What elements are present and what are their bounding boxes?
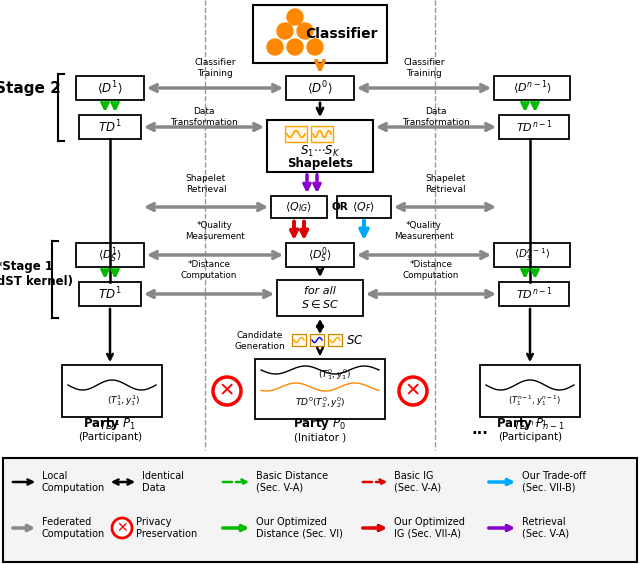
Bar	[494, 243, 570, 267]
Text: ✕: ✕	[405, 381, 421, 401]
Text: $\langle Q_{IG}\rangle$: $\langle Q_{IG}\rangle$	[285, 200, 312, 214]
Bar	[253, 5, 387, 63]
Text: *Distance
Computation: *Distance Computation	[181, 260, 237, 280]
Text: for all
$S\in SC$: for all $S\in SC$	[301, 286, 339, 310]
Text: Party $P_{n-1}$: Party $P_{n-1}$	[496, 416, 564, 432]
Bar	[310, 334, 324, 346]
Text: Our Optimized
Distance (Sec. VI): Our Optimized Distance (Sec. VI)	[256, 517, 343, 539]
Circle shape	[287, 9, 303, 25]
Bar	[76, 76, 144, 100]
Circle shape	[277, 23, 293, 39]
Text: $TD^1$: $TD^1$	[99, 418, 120, 432]
Text: Classifier: Classifier	[305, 27, 377, 41]
Text: $S_1{\cdots}S_K$: $S_1{\cdots}S_K$	[300, 144, 340, 159]
Text: (Participant): (Participant)	[498, 432, 562, 442]
Bar	[494, 76, 570, 100]
Text: Classifier
Training: Classifier Training	[195, 58, 236, 78]
Bar	[277, 280, 363, 316]
Bar	[286, 76, 354, 100]
Bar	[79, 115, 141, 139]
Text: $\langle D^0\rangle$: $\langle D^0\rangle$	[307, 79, 333, 97]
Text: $TD^{n-1}$: $TD^{n-1}$	[516, 119, 552, 135]
Bar	[337, 196, 391, 218]
Text: Basic Distance
(Sec. V-A): Basic Distance (Sec. V-A)	[256, 471, 328, 493]
Text: $\langle Q_F\rangle$: $\langle Q_F\rangle$	[353, 200, 376, 214]
Text: $(T^0_1, y^0_1)$: $(T^0_1, y^0_1)$	[318, 368, 351, 383]
Text: ...: ...	[472, 423, 488, 437]
Text: Our Optimized
IG (Sec. VII-A): Our Optimized IG (Sec. VII-A)	[394, 517, 465, 539]
Bar	[499, 282, 569, 306]
Bar	[285, 126, 307, 142]
Text: (Initiator ): (Initiator )	[294, 432, 346, 442]
Text: Classifier
Training: Classifier Training	[403, 58, 445, 78]
Text: ✕: ✕	[116, 521, 128, 535]
Text: $(T^{n-1}_1, y^{n-1}_1)$: $(T^{n-1}_1, y^{n-1}_1)$	[508, 394, 561, 408]
Text: $TD^1$: $TD^1$	[98, 286, 122, 302]
Text: Shapelet
Retrieval: Shapelet Retrieval	[425, 174, 465, 194]
Circle shape	[112, 518, 132, 538]
Bar	[76, 243, 144, 267]
Bar	[267, 120, 373, 172]
Text: Federated
Computation: Federated Computation	[42, 517, 105, 539]
Text: Shapelet
Retrieval: Shapelet Retrieval	[186, 174, 227, 194]
Circle shape	[307, 39, 323, 55]
Text: Privacy
Preservation: Privacy Preservation	[136, 517, 197, 539]
Text: $TD^1$: $TD^1$	[98, 119, 122, 135]
Text: $\langle D^{n-1}\rangle$: $\langle D^{n-1}\rangle$	[513, 79, 552, 97]
Text: $\langle D^{n-1}_S\rangle$: $\langle D^{n-1}_S\rangle$	[514, 246, 550, 263]
Text: Data
Transformation: Data Transformation	[402, 107, 470, 127]
Bar	[286, 243, 354, 267]
Bar	[480, 365, 580, 417]
Circle shape	[297, 23, 313, 39]
Bar	[311, 126, 333, 142]
Text: $SC$: $SC$	[346, 334, 364, 347]
Circle shape	[287, 39, 303, 55]
Bar	[328, 334, 342, 346]
Text: *Quality
Measurement: *Quality Measurement	[185, 221, 245, 241]
Text: Identical
Data: Identical Data	[142, 471, 184, 493]
Text: $TD^{n-1}$: $TD^{n-1}$	[513, 418, 547, 432]
Text: Candidate
Generation: Candidate Generation	[235, 331, 285, 351]
Text: Party $P_1$: Party $P_1$	[83, 416, 136, 432]
Bar	[79, 282, 141, 306]
Text: $TD^0(T^0_2, y^0_2)$: $TD^0(T^0_2, y^0_2)$	[294, 396, 346, 410]
Bar	[292, 334, 306, 346]
Text: *Distance
Computation: *Distance Computation	[403, 260, 459, 280]
Text: $(T^1_1, y^1_1)$: $(T^1_1, y^1_1)$	[108, 394, 141, 408]
Text: Stage 2: Stage 2	[0, 80, 61, 95]
Circle shape	[213, 377, 241, 405]
Text: Data
Transformation: Data Transformation	[170, 107, 238, 127]
Text: $\langle D^0_S\rangle$: $\langle D^0_S\rangle$	[308, 245, 332, 265]
Text: $\langle D^1_S\rangle$: $\langle D^1_S\rangle$	[98, 245, 122, 265]
Bar	[3, 458, 637, 562]
Circle shape	[399, 377, 427, 405]
Text: Basic IG
(Sec. V-A): Basic IG (Sec. V-A)	[394, 471, 441, 493]
Text: Our Trade-off
(Sec. VII-B): Our Trade-off (Sec. VII-B)	[522, 471, 586, 493]
Text: Shapelets: Shapelets	[287, 157, 353, 170]
Text: Party $P_0$: Party $P_0$	[293, 416, 347, 432]
Text: OR: OR	[331, 202, 348, 212]
Bar	[62, 365, 162, 417]
Text: *Stage 1
(FedST kernel): *Stage 1 (FedST kernel)	[0, 260, 74, 288]
Text: $TD^{n-1}$: $TD^{n-1}$	[516, 286, 552, 302]
Bar	[271, 196, 327, 218]
Text: *Quality
Measurement: *Quality Measurement	[394, 221, 454, 241]
Bar	[255, 359, 385, 419]
Text: ✕: ✕	[219, 381, 235, 401]
Text: (Participant): (Participant)	[78, 432, 142, 442]
Circle shape	[267, 39, 283, 55]
Text: Local
Computation: Local Computation	[42, 471, 105, 493]
Text: $\langle D^1\rangle$: $\langle D^1\rangle$	[97, 79, 123, 97]
Bar	[499, 115, 569, 139]
Text: Retrieval
(Sec. V-A): Retrieval (Sec. V-A)	[522, 517, 569, 539]
